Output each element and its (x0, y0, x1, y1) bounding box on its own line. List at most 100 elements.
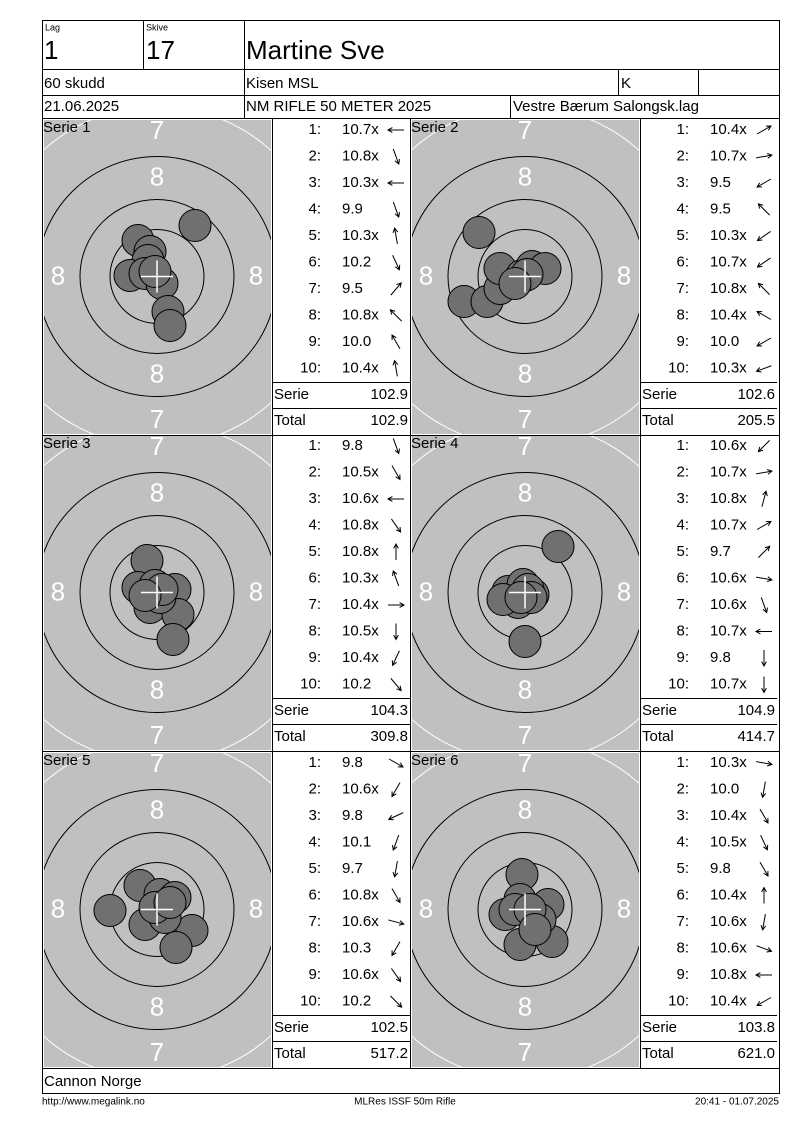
serie-label: Serie (274, 702, 309, 719)
url: http://www.megalink.no (42, 1097, 145, 1108)
ring-label: 7 (518, 404, 532, 434)
shot-score: 10.3x (710, 227, 747, 244)
shot-score: 10.8x (342, 516, 379, 533)
ring (79, 199, 235, 354)
shot-number: 10: (300, 359, 321, 376)
shot-number: 4: (676, 200, 689, 217)
shot-hole (153, 309, 187, 342)
ring-label: 8 (419, 260, 433, 290)
shot-hole (462, 216, 496, 249)
total-label: Total (642, 728, 674, 745)
direction-arrow (756, 520, 772, 530)
shot-number: 8: (676, 939, 689, 956)
shot-score: 10.8x (342, 147, 379, 164)
shot-hole (518, 913, 552, 946)
direction-arrow (760, 597, 768, 614)
shot-score: 10.7x (342, 121, 379, 138)
serie-label: Serie (274, 386, 309, 403)
direction-arrow (392, 148, 400, 165)
ring-label: 7 (518, 748, 532, 778)
direction-arrow (761, 650, 767, 668)
shot-number: 4: (308, 516, 321, 533)
shot-score: 10.3 (342, 939, 371, 956)
ring-label: 8 (150, 477, 164, 507)
direction-arrow (756, 231, 771, 242)
serie-score: 103.8 (737, 1019, 775, 1036)
shot-number: 3: (676, 490, 689, 507)
shot-number: 7: (308, 280, 321, 297)
shot-score: 9.8 (710, 860, 731, 877)
sponsor: Cannon Norge (44, 1073, 142, 1090)
shot-number: 3: (308, 807, 321, 824)
ring-label: 7 (150, 720, 164, 750)
shot-score: 10.0 (710, 780, 739, 797)
shot-score: 10.2 (342, 992, 371, 1009)
shot-number: 10: (668, 992, 689, 1009)
direction-arrow (392, 227, 399, 244)
ring-label: 7 (518, 115, 532, 145)
target: 7 7 8 8 8 8 (44, 120, 271, 434)
shot-number: 8: (308, 939, 321, 956)
shot-score: 10.5x (342, 463, 379, 480)
target: 7 7 8 8 8 8 (412, 115, 639, 434)
shot-number: 9: (308, 333, 321, 350)
total-score: 414.7 (737, 728, 775, 745)
shot-score: 10.8x (342, 543, 379, 560)
shot-score: 10.7x (710, 463, 747, 480)
total-score: 309.8 (370, 728, 408, 745)
direction-arrow (761, 490, 768, 507)
total-score: 205.5 (737, 412, 775, 429)
shot-hole (156, 623, 190, 656)
shot-number: 2: (308, 780, 321, 797)
direction-arrow (392, 201, 400, 218)
direction-arrow (392, 438, 400, 455)
direction-arrow (393, 542, 399, 560)
shot-hole (159, 931, 193, 964)
shot-number: 10: (300, 675, 321, 692)
shot-score: 9.8 (342, 437, 363, 454)
series-title: Serie 3 (43, 435, 91, 452)
direction-arrow (756, 337, 772, 347)
series-title: Serie 4 (411, 435, 459, 452)
shot-hole (541, 530, 575, 563)
direction-arrow (754, 972, 772, 978)
direction-arrow (391, 334, 401, 350)
shot-number: 5: (676, 227, 689, 244)
serie-score: 102.9 (370, 386, 408, 403)
serie-label: Serie (642, 1019, 677, 1036)
shot-number: 3: (676, 174, 689, 191)
shot-score: 10.4x (710, 121, 747, 138)
serie-score: 104.3 (370, 702, 408, 719)
shot-number: 6: (676, 569, 689, 586)
shot-score: 9.8 (342, 754, 363, 771)
shot-score: 10.4x (710, 886, 747, 903)
skive-label: Skive (146, 22, 168, 32)
shot-score: 10.7x (710, 675, 747, 692)
shot-number: 5: (308, 860, 321, 877)
shot-number: 5: (308, 543, 321, 560)
ring-label: 8 (518, 477, 532, 507)
series-title: Serie 1 (43, 119, 91, 136)
direction-arrow (391, 518, 402, 533)
shot-score: 10.0 (342, 333, 371, 350)
direction-arrow (756, 576, 773, 582)
ring-label: 8 (518, 794, 532, 824)
date: 21.06.2025 (44, 98, 119, 115)
direction-arrow (756, 997, 772, 1007)
ring (412, 156, 639, 397)
total-score: 621.0 (737, 1045, 775, 1062)
ring-label: 8 (249, 893, 263, 923)
ring (412, 789, 639, 1030)
shot-score: 10.6x (710, 437, 747, 454)
direction-arrow (391, 888, 401, 904)
ring-label: 8 (51, 576, 65, 606)
shot-score: 10.8x (342, 886, 379, 903)
direction-arrow (757, 545, 771, 559)
total-score: 102.9 (370, 412, 408, 429)
shot-hole (138, 255, 172, 288)
ring-label: 7 (150, 431, 164, 461)
shot-number: 9: (676, 966, 689, 983)
ring (412, 472, 639, 713)
shot-hole (178, 209, 212, 242)
